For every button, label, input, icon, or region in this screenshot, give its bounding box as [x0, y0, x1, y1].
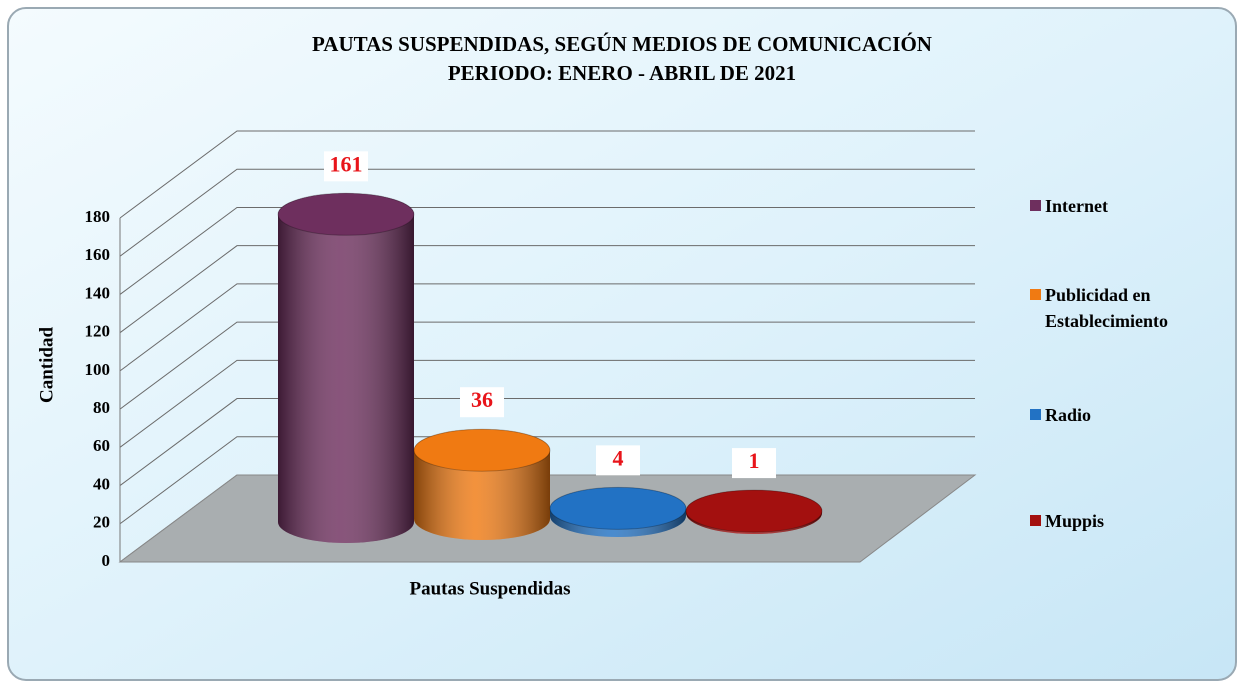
cylinder-top	[414, 429, 550, 471]
data-label: 161	[330, 151, 363, 176]
y-tick-label: 60	[93, 436, 110, 455]
legend-swatch	[1030, 409, 1041, 420]
legend-label: Radio	[1045, 402, 1220, 428]
legend-label: Internet	[1045, 193, 1220, 219]
chart-subtitle: PERIODO: ENERO - ABRIL DE 2021	[448, 61, 796, 85]
legend-item: Radio	[1030, 402, 1230, 428]
y-tick-label: 120	[85, 322, 111, 341]
legend-label: Muppis	[1045, 508, 1220, 534]
legend-item: Publicidad en Establecimiento	[1030, 282, 1230, 334]
y-tick-label: 40	[93, 474, 110, 493]
y-tick-label: 180	[85, 207, 111, 226]
chart: PAUTAS SUSPENDIDAS, SEGÚN MEDIOS DE COMU…	[0, 0, 1244, 688]
y-tick-label: 140	[85, 283, 111, 302]
cylinder-shading	[278, 193, 414, 543]
y-tick-label: 0	[102, 551, 111, 570]
y-axis-title: Cantidad	[36, 327, 57, 403]
cylinder-top	[686, 490, 822, 532]
x-tick-label: Pautas Suspendidas	[409, 578, 570, 599]
legend-item: Muppis	[1030, 508, 1230, 534]
data-label: 4	[613, 445, 624, 470]
cylinder-top	[550, 487, 686, 529]
legend-item: Internet	[1030, 193, 1230, 219]
legend-swatch	[1030, 200, 1041, 211]
data-label: 36	[471, 387, 493, 412]
y-tick-label: 20	[93, 513, 110, 532]
legend-label: Publicidad en Establecimiento	[1045, 282, 1220, 334]
y-tick-label: 160	[85, 245, 111, 264]
data-label: 1	[749, 448, 760, 473]
y-tick-label: 100	[85, 360, 111, 379]
page: PAUTAS SUSPENDIDAS, SEGÚN MEDIOS DE COMU…	[0, 0, 1244, 688]
legend-swatch	[1030, 515, 1041, 526]
chart-title: PAUTAS SUSPENDIDAS, SEGÚN MEDIOS DE COMU…	[312, 32, 932, 56]
frame	[8, 8, 1236, 680]
legend-swatch	[1030, 289, 1041, 300]
y-tick-label: 80	[93, 398, 110, 417]
cylinder-top	[278, 193, 414, 235]
